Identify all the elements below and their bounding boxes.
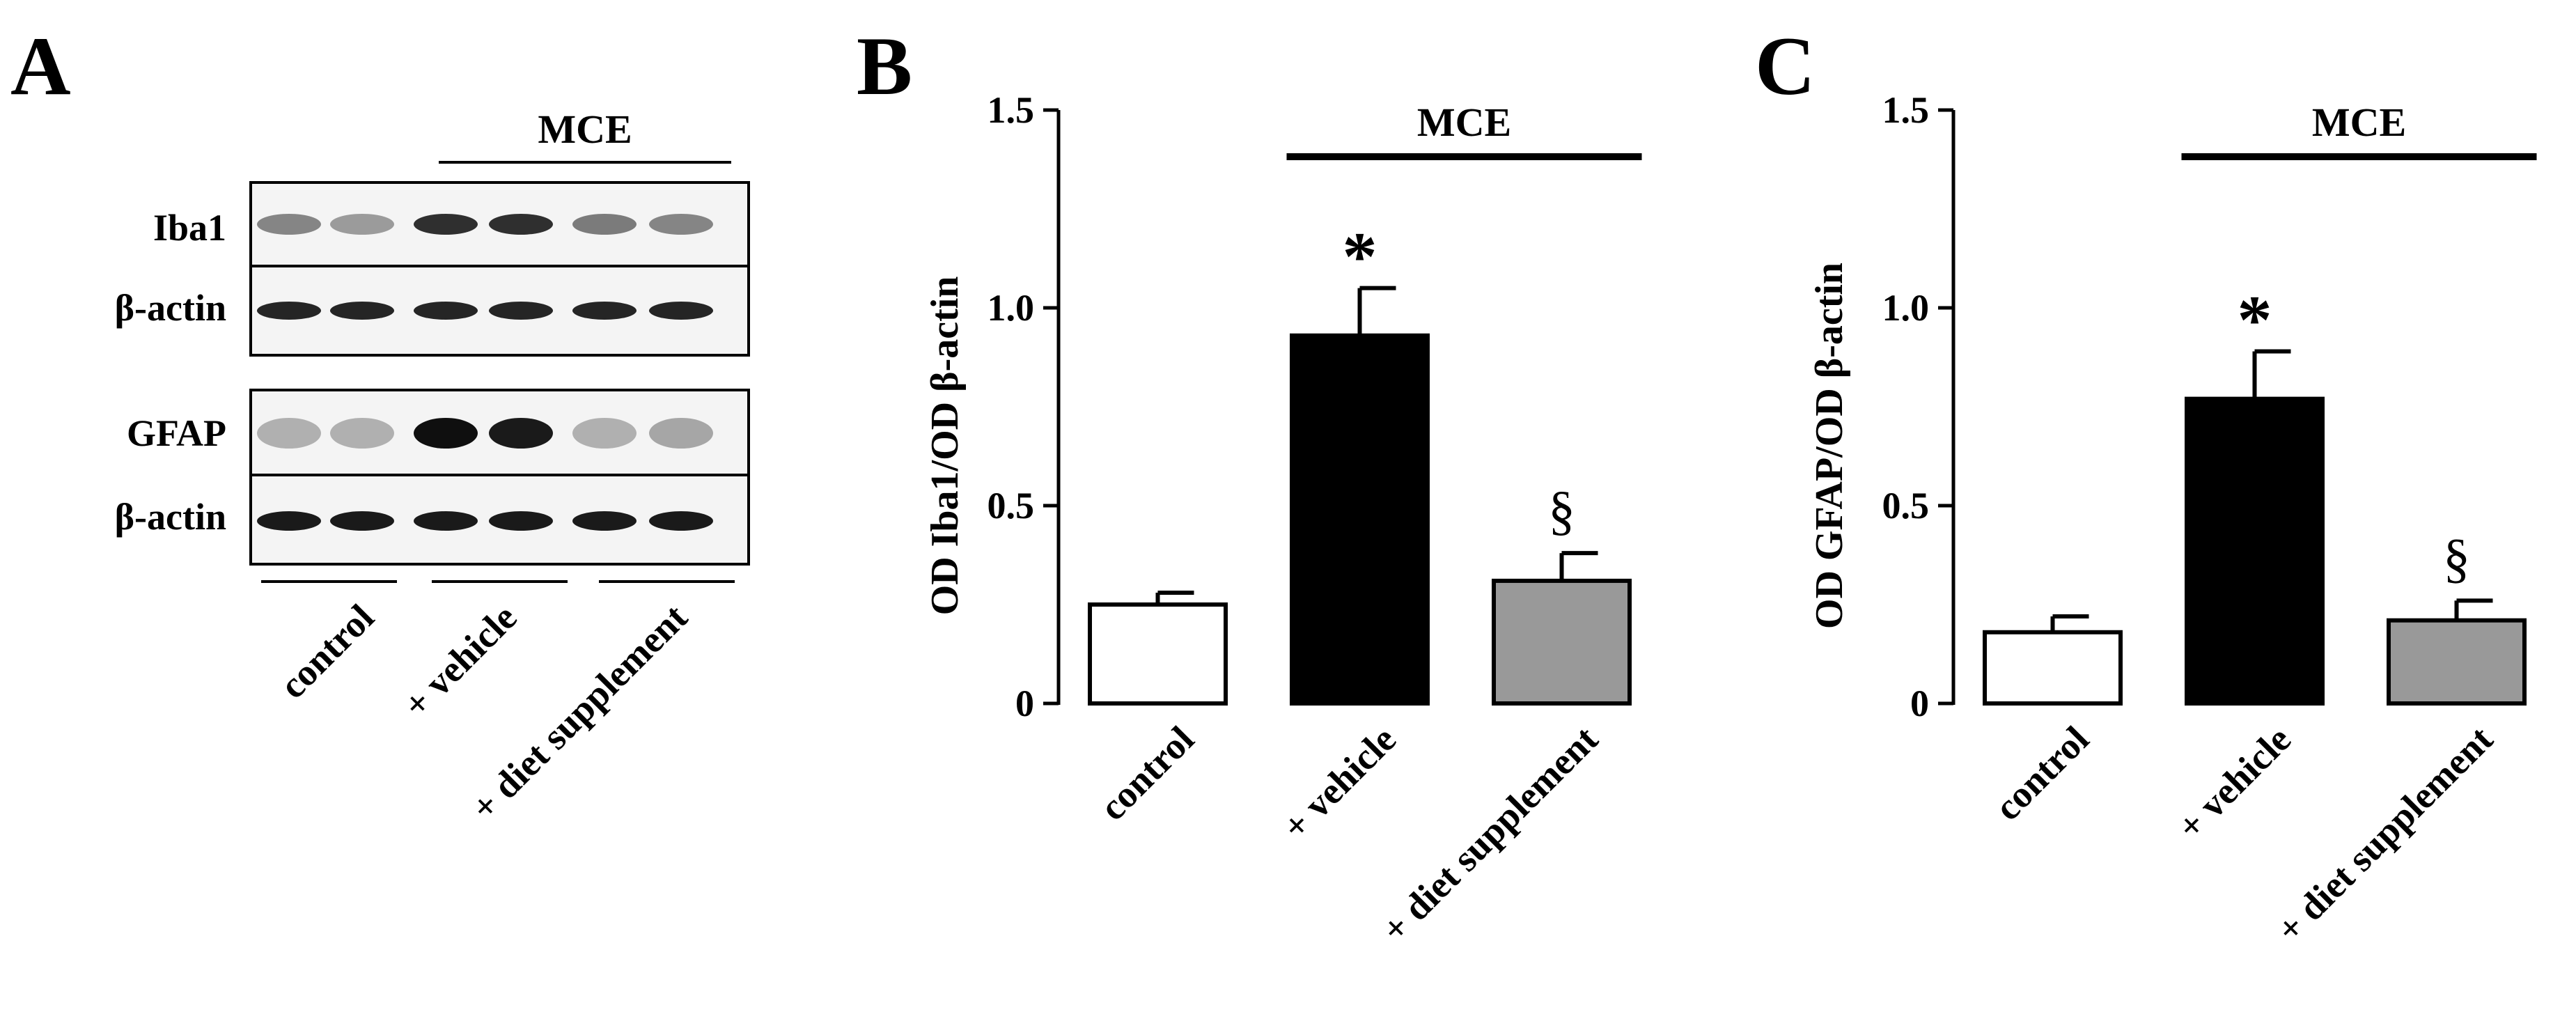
c-tick-label: 1.5 — [1882, 89, 1930, 131]
band-actin1-lane-6 — [649, 302, 713, 320]
panel-b-bars: *§ — [1088, 218, 1632, 706]
b-category-label: + diet supplement — [1373, 718, 1606, 951]
b-bar — [1492, 578, 1632, 706]
band-actin1-lane-4 — [489, 302, 553, 320]
lane-group-label-vehicle: + vehicle — [395, 596, 524, 726]
band-iba1-lane-1 — [257, 214, 321, 235]
band-iba1-lane-5 — [572, 214, 637, 235]
b-tick-label: 0 — [1015, 683, 1034, 724]
band-gfap-lane-1 — [257, 418, 321, 449]
band-iba1-lane-6 — [649, 214, 713, 235]
b-bar — [1290, 333, 1430, 706]
lane-group-label-control: control — [272, 596, 382, 706]
c-bar — [1983, 630, 2123, 706]
c-category-label: control — [1987, 718, 2097, 828]
b-tick-label: 0.5 — [988, 485, 1035, 527]
panel-b-mce-label: MCE — [1417, 100, 1511, 145]
band-gfap-lane-2 — [330, 418, 394, 449]
b-tick-label: 1.0 — [988, 287, 1035, 329]
band-gfap-lane-3 — [414, 418, 478, 449]
bands-actin-2 — [257, 511, 713, 531]
c-tick-label: 1.0 — [1882, 287, 1930, 329]
b-bar — [1088, 602, 1228, 706]
c-category-label: + vehicle — [2169, 718, 2299, 848]
band-gfap-lane-6 — [649, 418, 713, 449]
band-actin2-lane-2 — [330, 511, 394, 531]
b-category-label: + vehicle — [1274, 718, 1404, 848]
panel-b-chart: B OD Iba1/OD β-actin 00.51.01.5 *§ contr… — [857, 20, 1642, 951]
panel-c-y-ticks: 0 0.5 1.0 1.5 — [1882, 89, 1953, 724]
panel-c-bars: *§ — [1983, 281, 2527, 706]
c-tick-label: 0.5 — [1882, 485, 1930, 527]
blot-label-iba1: Iba1 — [153, 207, 226, 249]
panel-a-letter: A — [10, 20, 71, 112]
band-actin2-lane-3 — [414, 511, 478, 531]
panel-b-y-ticks: 0 0.5 1.0 1.5 — [988, 89, 1059, 724]
bands-gfap — [257, 418, 713, 449]
band-gfap-lane-5 — [572, 418, 637, 449]
b-category-label: control — [1092, 718, 1202, 828]
panel-a-mce-label: MCE — [538, 107, 632, 152]
band-actin2-lane-5 — [572, 511, 637, 531]
panel-b-letter: B — [857, 20, 912, 112]
bands-iba1 — [257, 214, 713, 235]
band-gfap-lane-4 — [489, 418, 553, 449]
band-actin2-lane-1 — [257, 511, 321, 531]
band-actin1-lane-5 — [572, 302, 637, 320]
band-actin2-lane-4 — [489, 511, 553, 531]
blot-label-actin-1: β-actin — [115, 287, 226, 329]
panel-b-y-axis-label: OD Iba1/OD β-actin — [923, 277, 967, 616]
c-bar — [2387, 618, 2527, 706]
panel-c-y-axis-label: OD GFAP/OD β-actin — [1808, 263, 1851, 629]
band-actin2-lane-6 — [649, 511, 713, 531]
c-bar — [2185, 396, 2325, 706]
panel-a-western-blot: A MCE Iba1 β-actin GFAP β-actin control … — [10, 20, 750, 829]
blot-label-gfap: GFAP — [127, 412, 226, 454]
band-iba1-lane-3 — [414, 214, 478, 235]
b-significance-star: * — [1343, 218, 1377, 295]
c-category-label: + diet supplement — [2268, 718, 2501, 951]
c-significance-section: § — [2443, 527, 2470, 588]
panel-c-category-labels: control + vehicle+ diet supplement — [1987, 718, 2501, 951]
band-actin1-lane-2 — [330, 302, 394, 320]
band-actin1-lane-1 — [257, 302, 321, 320]
b-significance-section: § — [1548, 480, 1575, 540]
c-tick-label: 0 — [1910, 683, 1929, 724]
band-iba1-lane-2 — [330, 214, 394, 235]
band-iba1-lane-4 — [489, 214, 553, 235]
bands-actin-1 — [257, 302, 713, 320]
panel-c-mce-label: MCE — [2312, 100, 2406, 145]
b-tick-label: 1.5 — [988, 89, 1035, 131]
panel-c-letter: C — [1755, 20, 1816, 112]
panel-c-chart: C OD GFAP/OD β-actin 00.51.01.5 *§ contr… — [1755, 20, 2537, 951]
panel-b-category-labels: control + vehicle+ diet supplement — [1092, 718, 1606, 951]
c-significance-star: * — [2238, 281, 2272, 358]
band-actin1-lane-3 — [414, 302, 478, 320]
blot-label-actin-2: β-actin — [115, 496, 226, 538]
